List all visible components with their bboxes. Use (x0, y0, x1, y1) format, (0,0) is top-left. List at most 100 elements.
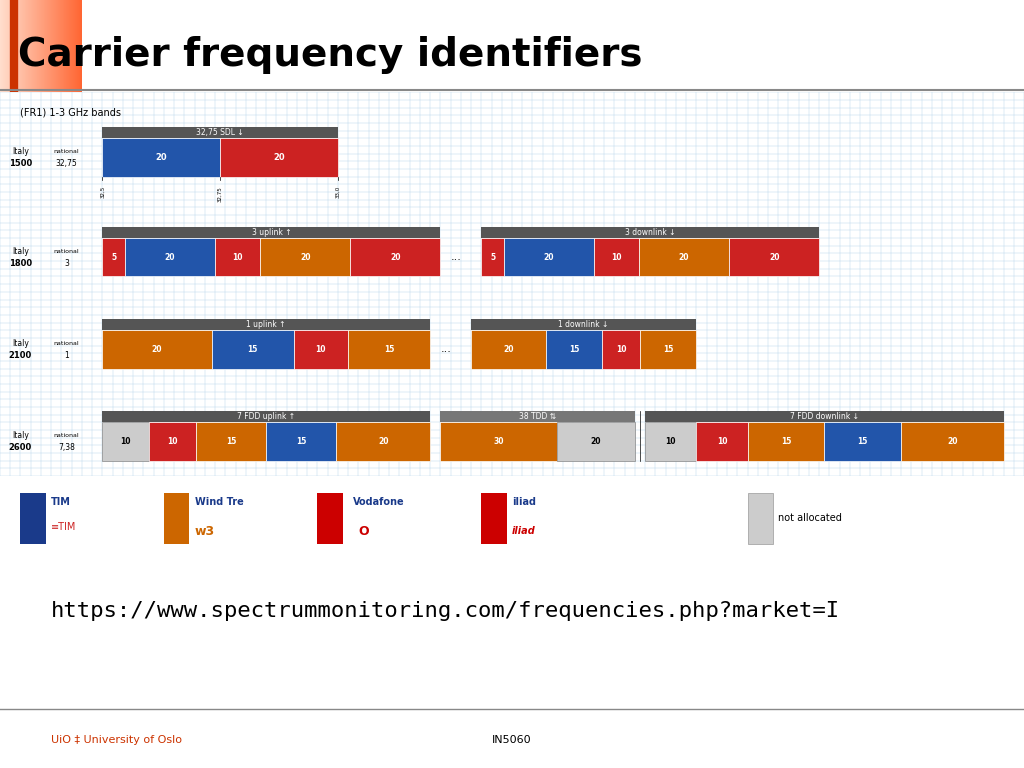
Text: 20: 20 (769, 253, 779, 262)
Text: UiO ‡ University of Oslo: UiO ‡ University of Oslo (51, 735, 182, 746)
Text: 3: 3 (65, 259, 69, 267)
Text: not allocated: not allocated (778, 513, 842, 524)
Text: 1 downlink ↓: 1 downlink ↓ (558, 320, 609, 329)
Text: Italy: Italy (12, 339, 29, 348)
Text: 20: 20 (504, 345, 514, 354)
Bar (196, 422, 266, 461)
Text: 32,75: 32,75 (218, 187, 222, 202)
Bar (260, 238, 350, 276)
Text: 2100: 2100 (9, 351, 32, 359)
Text: national: national (53, 149, 80, 154)
Bar (220, 138, 338, 177)
Bar (824, 422, 901, 461)
Text: 20: 20 (378, 437, 388, 446)
Text: 1500: 1500 (9, 159, 32, 167)
Text: iliad: iliad (512, 526, 536, 536)
Text: 10: 10 (167, 437, 178, 446)
Text: 15: 15 (663, 345, 674, 354)
Text: https://www.spectrummonitoring.com/frequencies.php?market=I: https://www.spectrummonitoring.com/frequ… (51, 601, 841, 621)
Bar (748, 422, 824, 461)
Text: national: national (53, 249, 80, 254)
Text: Italy: Italy (12, 432, 29, 440)
Text: ≡TIM: ≡TIM (51, 521, 77, 532)
Bar (696, 422, 748, 461)
Text: 38 TDD ⇅: 38 TDD ⇅ (519, 412, 556, 421)
Text: national: national (53, 433, 80, 439)
Text: 2600: 2600 (9, 443, 32, 452)
Bar (102, 227, 440, 238)
Text: 15: 15 (384, 345, 394, 354)
Text: 15: 15 (780, 437, 792, 446)
Text: 20: 20 (544, 253, 554, 262)
Text: 3 downlink ↓: 3 downlink ↓ (625, 228, 676, 237)
Bar (440, 411, 635, 422)
Text: 10: 10 (315, 345, 326, 354)
Text: 32,5: 32,5 (100, 187, 104, 198)
Bar (645, 411, 1004, 422)
Text: 10: 10 (666, 437, 676, 446)
Text: 1: 1 (65, 351, 69, 359)
Bar (348, 330, 430, 369)
Bar (164, 493, 189, 544)
Bar (212, 330, 294, 369)
Bar (294, 330, 348, 369)
Text: iliad: iliad (512, 498, 536, 508)
Text: 10: 10 (121, 437, 131, 446)
Text: Italy: Italy (12, 147, 29, 156)
Text: (FR1) 1-3 GHz bands: (FR1) 1-3 GHz bands (20, 108, 122, 118)
Bar (150, 422, 196, 461)
Bar (102, 330, 212, 369)
Text: 5: 5 (111, 253, 117, 262)
Text: O: O (358, 525, 369, 538)
Text: 33,0: 33,0 (336, 187, 340, 198)
Bar (317, 493, 343, 544)
Text: 10: 10 (616, 345, 627, 354)
Text: 32,75 SDL ↓: 32,75 SDL ↓ (197, 128, 244, 137)
Text: 20: 20 (591, 437, 601, 446)
Bar (729, 238, 819, 276)
Text: 20: 20 (152, 345, 162, 354)
Text: 15: 15 (248, 345, 258, 354)
Bar (125, 238, 215, 276)
Text: 20: 20 (156, 153, 167, 162)
Text: 15: 15 (857, 437, 868, 446)
Bar (102, 138, 220, 177)
Text: Italy: Italy (12, 247, 29, 256)
Bar (901, 422, 1004, 461)
Text: ...: ... (440, 344, 452, 355)
Text: 3 uplink ↑: 3 uplink ↑ (252, 228, 291, 237)
Bar (481, 227, 819, 238)
Bar (102, 127, 338, 138)
Text: 20: 20 (300, 253, 310, 262)
Text: 20: 20 (273, 153, 285, 162)
Text: w3: w3 (195, 525, 215, 538)
Text: 15: 15 (296, 437, 306, 446)
Text: 5: 5 (489, 253, 496, 262)
Bar (639, 238, 729, 276)
Bar (602, 330, 640, 369)
Bar (557, 422, 635, 461)
Bar (102, 319, 430, 330)
Bar (440, 422, 557, 461)
Bar (471, 319, 696, 330)
Bar (20, 493, 46, 544)
Bar (102, 411, 430, 422)
Text: TIM: TIM (51, 498, 71, 508)
Text: IN5060: IN5060 (493, 735, 531, 746)
Bar (481, 238, 504, 276)
Text: 20: 20 (165, 253, 175, 262)
Text: national: national (53, 341, 80, 346)
Bar (350, 238, 440, 276)
Bar (215, 238, 260, 276)
Bar (504, 238, 594, 276)
Bar (471, 330, 546, 369)
Bar (102, 422, 150, 461)
Text: 7 FDD uplink ↑: 7 FDD uplink ↑ (238, 412, 295, 421)
Text: 15: 15 (226, 437, 237, 446)
Bar (266, 422, 337, 461)
Bar (481, 493, 507, 544)
Bar (748, 493, 773, 544)
Bar (102, 238, 125, 276)
Text: 15: 15 (569, 345, 580, 354)
Text: 7 FDD downlink ↓: 7 FDD downlink ↓ (790, 412, 859, 421)
